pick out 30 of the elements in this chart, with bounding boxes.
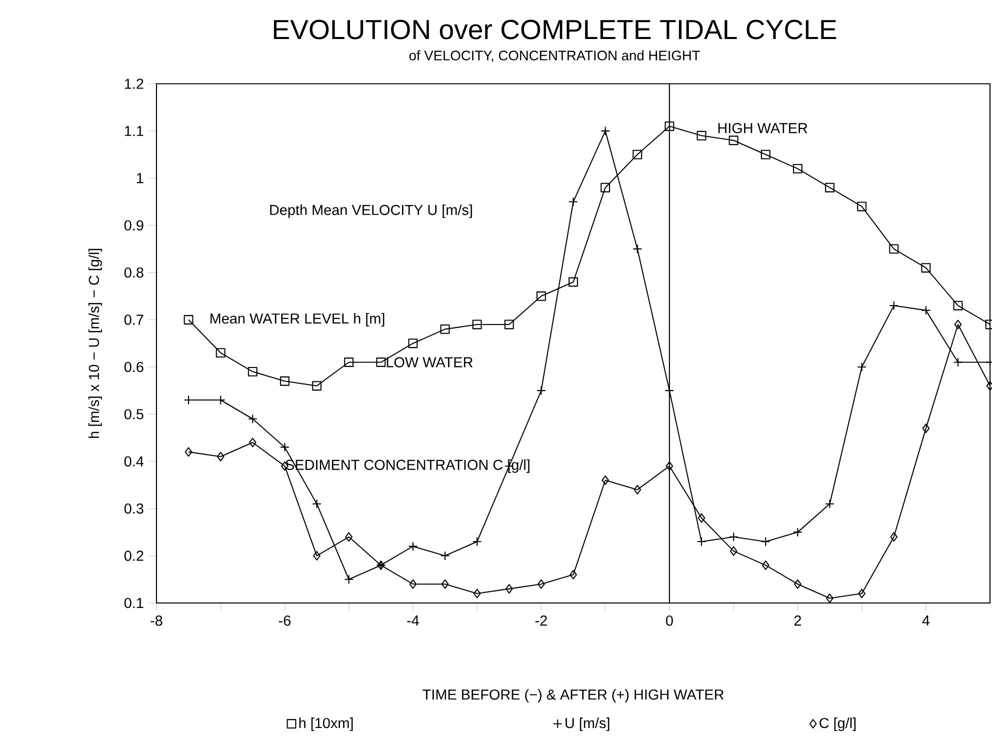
x-tick-label: -8	[150, 616, 162, 626]
legend-label: C [g/l]	[820, 718, 856, 732]
y-tick-label: 0.4	[124, 456, 144, 467]
annotation: LOW WATER	[386, 357, 473, 368]
y-tick-label: 1.2	[124, 78, 144, 89]
x-tick-label: -6	[278, 616, 291, 626]
y-tick-label: 0.3	[124, 504, 144, 514]
y-tick-label: 0.8	[124, 268, 144, 278]
y-axis-title: h [m/s] x 10 − U [m/s] − C [g/l]	[88, 248, 102, 438]
x-tick-label: 4	[922, 616, 930, 626]
y-tick-label: 0.9	[124, 220, 144, 231]
x-tick-label: -4	[407, 616, 419, 626]
x-tick-label: -2	[535, 616, 547, 626]
y-tick-label: 0.7	[124, 314, 144, 325]
chart-subtitle: of VELOCITY, CONCENTRATION and HEIGHT	[409, 50, 700, 62]
x-tick-label: 0	[666, 616, 673, 626]
annotation: Depth Mean VELOCITY U [m/s]	[270, 204, 472, 218]
y-tick-label: 0.2	[124, 550, 144, 561]
x-axis-title: TIME BEFORE (−) & AFTER (+) HIGH WATER	[422, 689, 724, 703]
y-tick-label: 1.1	[124, 126, 144, 136]
legend-label: U [m/s]	[566, 718, 610, 732]
legend-label: h [10xm]	[299, 718, 353, 732]
chart-title: EVOLUTION over COMPLETE TIDAL CYCLE	[274, 20, 836, 40]
x-tick-label: 2	[794, 616, 801, 626]
y-tick-label: 0.6	[124, 362, 144, 372]
y-tick-label: 1	[137, 173, 144, 184]
annotation: Mean WATER LEVEL h [m]	[210, 313, 384, 327]
y-tick-label: 0.5	[124, 409, 144, 420]
annotation: HIGH WATER	[718, 123, 808, 134]
y-tick-label: 0.1	[124, 598, 144, 608]
